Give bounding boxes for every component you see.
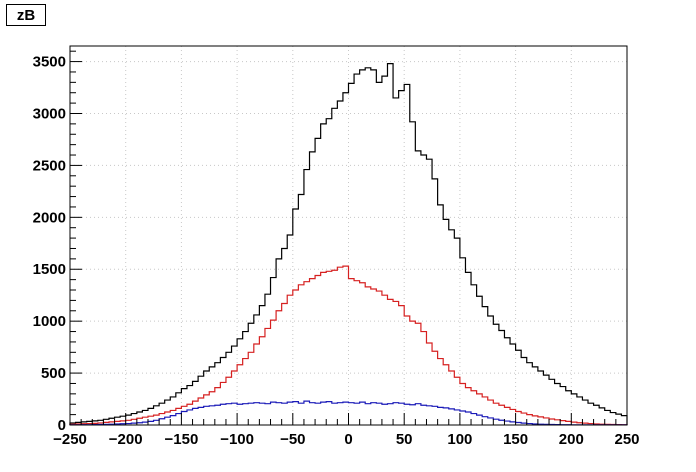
series-line-red	[69, 265, 628, 426]
y-tick-label: 2000	[33, 209, 66, 226]
x-tick-label: 50	[396, 431, 413, 448]
x-tick-label: 200	[559, 431, 584, 448]
y-tick-label: 0	[58, 417, 66, 434]
axis-layer: −250 −200 −150 −100 −50 0 50 100 150 200 250050010…	[33, 50, 640, 448]
x-tick-label: 0	[344, 431, 352, 448]
histogram-title-box: zB	[6, 4, 46, 26]
series-line-black	[69, 63, 628, 425]
x-tick-label: −150	[165, 431, 199, 448]
x-tick-label: −50	[280, 431, 305, 448]
y-tick-label: 3000	[33, 105, 66, 122]
y-tick-label: 3500	[33, 54, 66, 71]
x-tick-label: 100	[447, 431, 472, 448]
x-tick-label: −250	[53, 431, 87, 448]
y-tick-label: 500	[41, 365, 66, 382]
grid-layer	[69, 46, 628, 426]
histogram-title: zB	[16, 6, 36, 24]
y-tick-label: 1000	[33, 313, 66, 330]
x-tick-label: 150	[503, 431, 528, 448]
y-tick-label: 2500	[33, 157, 66, 174]
y-tick-label: 1500	[33, 261, 66, 278]
x-tick-label: 250	[614, 431, 639, 448]
x-tick-label: −100	[220, 431, 254, 448]
x-tick-label: −200	[109, 431, 143, 448]
